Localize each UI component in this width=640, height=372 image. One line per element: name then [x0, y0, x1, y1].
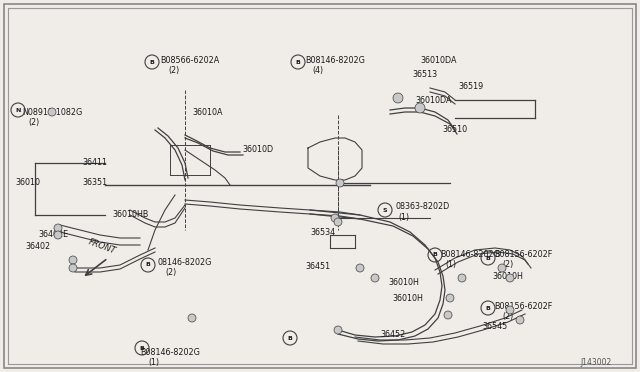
Circle shape: [356, 264, 364, 272]
Text: 36010H: 36010H: [392, 294, 423, 303]
Circle shape: [393, 93, 403, 103]
Text: 36510: 36510: [442, 125, 467, 134]
Text: B: B: [433, 253, 437, 257]
Text: 36010HB: 36010HB: [112, 210, 148, 219]
Circle shape: [54, 231, 62, 239]
Circle shape: [336, 179, 344, 187]
Text: (2): (2): [168, 66, 179, 75]
Circle shape: [516, 316, 524, 324]
Text: 36010D: 36010D: [242, 145, 273, 154]
Text: 36010H: 36010H: [388, 278, 419, 287]
Text: B: B: [145, 263, 150, 267]
Text: (2): (2): [165, 268, 176, 277]
Text: 08363-8202D: 08363-8202D: [395, 202, 449, 211]
Text: 36010DA: 36010DA: [420, 56, 456, 65]
Circle shape: [334, 326, 342, 334]
Text: (2): (2): [502, 312, 513, 321]
Text: (1): (1): [398, 213, 409, 222]
Text: 36452: 36452: [380, 330, 405, 339]
Text: B08156-6202F: B08156-6202F: [494, 250, 552, 259]
Text: B: B: [150, 60, 154, 64]
Text: B: B: [287, 336, 292, 340]
Text: 36010A: 36010A: [192, 108, 223, 117]
Circle shape: [334, 218, 342, 226]
Text: 36411: 36411: [82, 158, 107, 167]
Text: B08146-8202G: B08146-8202G: [440, 250, 500, 259]
Text: 08146-8202G: 08146-8202G: [158, 258, 212, 267]
Text: (2): (2): [28, 118, 39, 127]
Text: 36451: 36451: [305, 262, 330, 271]
Text: 36534: 36534: [310, 228, 335, 237]
Text: 36010H: 36010H: [492, 272, 523, 281]
Text: 36545: 36545: [482, 322, 508, 331]
Circle shape: [498, 264, 506, 272]
Text: B08566-6202A: B08566-6202A: [160, 56, 220, 65]
Text: 36519: 36519: [458, 82, 483, 91]
Text: N: N: [15, 108, 20, 112]
Circle shape: [331, 214, 339, 222]
Circle shape: [458, 274, 466, 282]
Circle shape: [69, 264, 77, 272]
Circle shape: [188, 314, 196, 322]
Text: B: B: [140, 346, 145, 350]
Text: (1): (1): [148, 358, 159, 367]
Circle shape: [446, 294, 454, 302]
Text: 36010DA: 36010DA: [415, 96, 451, 105]
Text: (2): (2): [502, 260, 513, 269]
Text: (4): (4): [312, 66, 323, 75]
Circle shape: [54, 224, 62, 232]
Text: B08146-8202G: B08146-8202G: [140, 348, 200, 357]
Text: 36402E: 36402E: [38, 230, 68, 239]
Circle shape: [371, 274, 379, 282]
Text: B: B: [296, 60, 300, 64]
Text: B: B: [486, 256, 490, 260]
Text: 36513: 36513: [412, 70, 437, 79]
Text: 36402: 36402: [25, 242, 50, 251]
Circle shape: [444, 311, 452, 319]
Circle shape: [506, 306, 514, 314]
Text: FRONT: FRONT: [87, 238, 117, 256]
Text: B08156-6202F: B08156-6202F: [494, 302, 552, 311]
Text: (1): (1): [445, 260, 456, 269]
Circle shape: [48, 108, 56, 116]
Text: 36351: 36351: [82, 178, 107, 187]
Circle shape: [506, 274, 514, 282]
Text: S: S: [383, 208, 387, 212]
Circle shape: [69, 256, 77, 264]
Text: J143002: J143002: [580, 358, 611, 367]
Text: 36010: 36010: [15, 178, 40, 187]
Text: B: B: [486, 305, 490, 311]
Text: N08911-1082G: N08911-1082G: [22, 108, 83, 117]
Text: B08146-8202G: B08146-8202G: [305, 56, 365, 65]
Circle shape: [415, 103, 425, 113]
